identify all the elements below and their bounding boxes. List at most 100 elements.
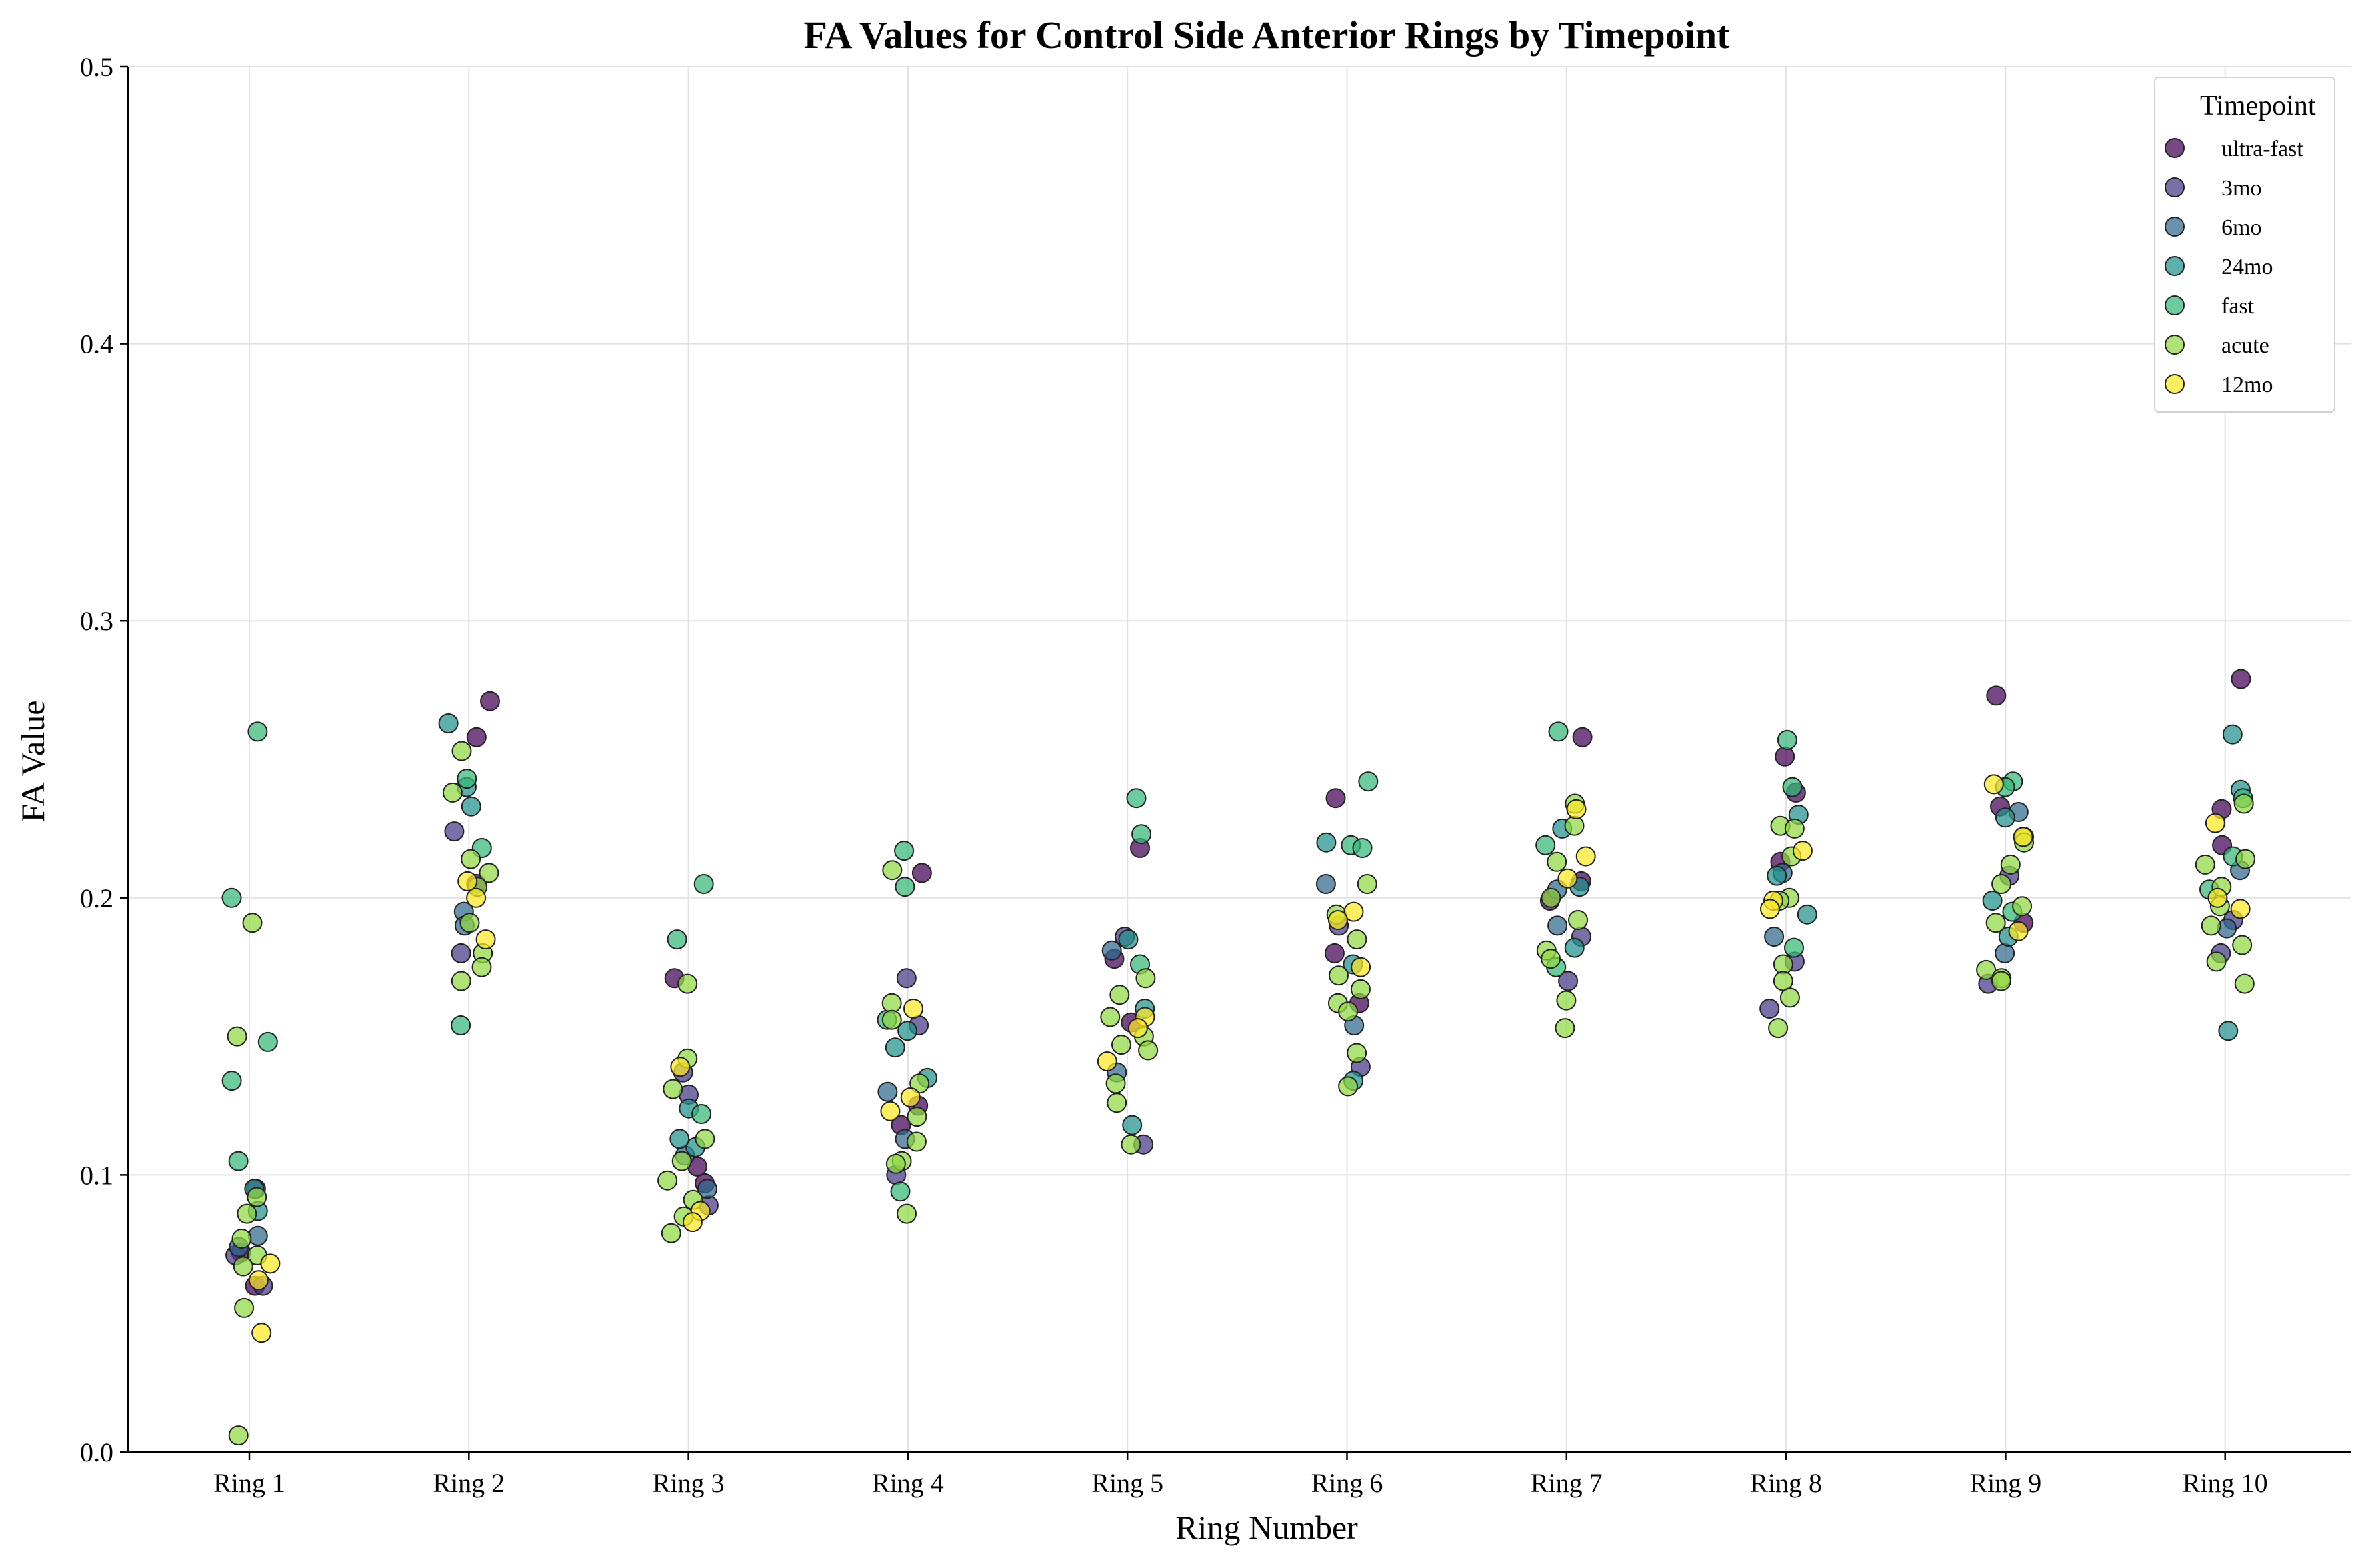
data-point: [1121, 1134, 1141, 1155]
data-point: [466, 887, 487, 908]
data-point: [1983, 774, 2004, 795]
data-point: [1541, 887, 1561, 908]
x-axis-label: Ring Number: [1175, 1509, 1358, 1546]
data-point: [1357, 874, 1377, 894]
legend-marker: [2165, 335, 2185, 355]
data-point: [896, 968, 917, 989]
data-point: [1784, 937, 1804, 958]
data-point: [1760, 899, 1780, 919]
data-point: [457, 871, 478, 891]
data-point: [2233, 793, 2254, 814]
data-point: [667, 929, 687, 950]
data-point: [451, 971, 471, 991]
data-point: [247, 1225, 268, 1246]
data-point: [897, 1021, 918, 1041]
data-point: [1575, 846, 1596, 867]
data-point: [911, 863, 932, 883]
legend-marker: [2165, 138, 2185, 158]
data-point: [1338, 1076, 1359, 1097]
data-point: [1350, 979, 1371, 999]
data-point: [1097, 1051, 1117, 1071]
data-point: [2230, 899, 2251, 919]
data-point: [260, 1253, 281, 1274]
data-point: [251, 1323, 272, 1343]
legend-label: acute: [2221, 333, 2269, 358]
data-point: [451, 943, 471, 963]
data-point: [682, 1212, 703, 1233]
y-tick-label: 0.0: [80, 1437, 113, 1467]
data-point: [1764, 927, 1785, 947]
data-point: [671, 1151, 692, 1171]
data-point: [1358, 771, 1379, 792]
x-tick-label: Ring 10: [2183, 1468, 2268, 1498]
x-tick-label: Ring 8: [1750, 1468, 1822, 1498]
x-tick-label: Ring 9: [1970, 1468, 2042, 1498]
data-point: [471, 957, 492, 977]
legend-marker: [2165, 217, 2185, 237]
data-point: [457, 769, 477, 789]
data-point: [880, 1101, 901, 1121]
data-point: [451, 1015, 471, 1035]
data-point: [1101, 940, 1122, 961]
data-point: [1316, 832, 1337, 853]
data-point: [661, 1223, 681, 1243]
data-point: [1138, 1040, 1159, 1061]
data-point: [1779, 987, 1800, 1008]
data-point: [1792, 841, 1813, 861]
data-point: [451, 741, 472, 761]
data-point: [1347, 929, 1367, 950]
x-tick-label: Ring 5: [1091, 1468, 1163, 1498]
data-point: [895, 877, 915, 897]
x-tick-label: Ring 7: [1531, 1468, 1603, 1498]
data-point: [1759, 999, 1780, 1019]
x-tick-label: Ring 6: [1311, 1468, 1383, 1498]
data-point: [906, 1131, 927, 1152]
data-point: [247, 721, 268, 742]
data-point: [885, 1037, 905, 1058]
data-point: [897, 1203, 917, 1224]
data-point: [2206, 951, 2227, 972]
data-point: [1991, 874, 2012, 894]
legend-box: [2154, 77, 2335, 413]
data-point: [1122, 1115, 1143, 1135]
y-tick-label: 0.2: [80, 883, 113, 913]
data-point: [1556, 990, 1577, 1011]
data-point: [480, 691, 500, 711]
data-point: [1347, 1043, 1367, 1063]
grid-lines: [128, 66, 2351, 1453]
data-point: [1568, 910, 1588, 930]
legend-marker: [2165, 374, 2185, 394]
data-point: [1986, 685, 2007, 706]
data-point: [227, 1026, 247, 1047]
data-point: [1327, 910, 1348, 930]
data-point: [885, 1153, 906, 1174]
data-point: [1547, 851, 1567, 872]
data-point: [1131, 824, 1152, 845]
data-point: [1784, 818, 1805, 839]
y-axis-label: FA Value: [14, 701, 51, 823]
data-point: [1105, 1073, 1126, 1094]
x-tick-label: Ring 3: [653, 1468, 725, 1498]
data-point: [657, 1170, 678, 1191]
data-point: [1126, 788, 1147, 809]
data-point: [1109, 985, 1130, 1005]
data-point: [894, 841, 915, 861]
data-point: [2201, 915, 2221, 936]
data-point: [438, 713, 459, 733]
data-point: [691, 1104, 712, 1124]
y-tick-label: 0.3: [80, 606, 113, 636]
data-point: [442, 782, 463, 803]
legend-label: ultra-fast: [2221, 137, 2303, 161]
data-point: [903, 999, 923, 1019]
data-point: [1797, 904, 1817, 925]
data-point: [1100, 1007, 1121, 1027]
data-point: [2000, 854, 2021, 875]
data-point: [2013, 827, 2033, 847]
data-point: [248, 1270, 269, 1291]
data-point: [444, 821, 465, 842]
data-point: [1548, 721, 1569, 742]
data-point: [2235, 849, 2256, 869]
data-point: [461, 796, 481, 817]
data-point: [2205, 813, 2225, 833]
data-point: [1767, 865, 1787, 886]
